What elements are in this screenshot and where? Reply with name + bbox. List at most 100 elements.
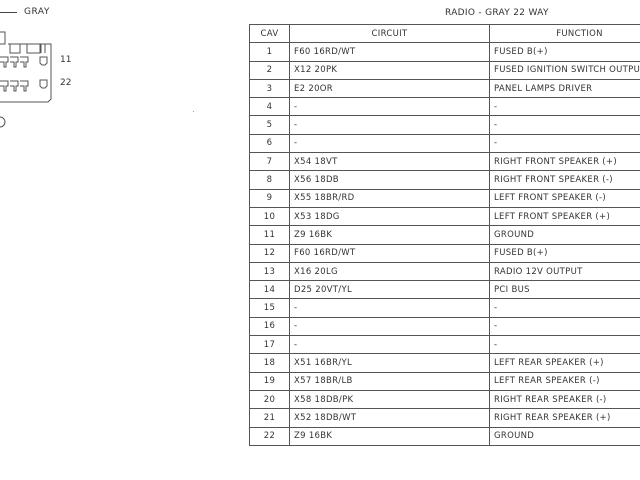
cell-cav: 9: [249, 188, 290, 208]
header-circuit: CIRCUIT: [289, 23, 490, 44]
table-row: 6--: [249, 133, 640, 154]
cell-function: FUSED B(+): [489, 42, 640, 62]
table-row: 10 X53 18DG LEFT FRONT SPEAKER (+): [249, 206, 640, 227]
table-row: 18 X51 16BR/YL LEFT REAR SPEAKER (+): [249, 353, 640, 373]
cell-circuit: X12 20PK: [289, 60, 490, 80]
cell-function: RIGHT REAR SPEAKER (-): [489, 389, 640, 410]
cell-circuit: F60 16RD/WT: [289, 42, 490, 62]
cell-circuit: X54 18VT: [289, 152, 490, 172]
cell-cav: 2: [249, 60, 290, 80]
cell-function: GROUND: [489, 225, 640, 245]
cell-function: GROUND: [489, 426, 640, 446]
cell-cav: 15: [249, 298, 290, 318]
table-row: 20 X58 18DB/PK RIGHT REAR SPEAKER (-): [249, 389, 640, 410]
cell-cav: 6: [249, 133, 290, 154]
cell-function: LEFT REAR SPEAKER (-): [489, 371, 640, 391]
cell-function: FUSED IGNITION SWITCH OUTPUT: [489, 60, 640, 80]
table-row: 12 F60 16RD/WT FUSED B(+): [249, 243, 640, 263]
cell-circuit: -: [289, 97, 490, 117]
cell-function: LEFT REAR SPEAKER (+): [489, 353, 640, 373]
table-row: 8 X56 18DB RIGHT FRONT SPEAKER (-): [249, 170, 640, 190]
table-row: 15- -: [249, 298, 640, 318]
cell-cav: 3: [249, 78, 290, 99]
cell-function: -: [489, 97, 640, 117]
table-row: 14 D25 20VT/YL PCI BUS: [249, 280, 640, 300]
table-row: 21 X52 18DB/WT RIGHT REAR SPEAKER (+): [249, 408, 640, 428]
cell-circuit: E2 20OR: [289, 78, 490, 99]
cell-function: -: [489, 115, 640, 135]
pin-label-11: 11: [60, 55, 72, 65]
header-cav: CAV: [249, 23, 290, 44]
connector-drawing: [0, 31, 52, 128]
cell-function: -: [489, 298, 640, 318]
table-row: 5--: [249, 115, 640, 135]
cell-cav: 20: [249, 389, 290, 410]
table-row: 13 X16 20LG RADIO 12V OUTPUT: [249, 261, 640, 282]
cell-circuit: X55 18BR/RD: [289, 188, 490, 208]
cell-circuit: Z9 16BK: [289, 225, 490, 245]
cell-function: RIGHT FRONT SPEAKER (+): [489, 152, 640, 172]
cell-circuit: -: [289, 133, 490, 154]
cell-cav: 10: [249, 206, 290, 227]
table-title: RADIO - GRAY 22 WAY: [445, 8, 549, 18]
cell-circuit: D25 20VT/YL: [289, 280, 490, 300]
cell-circuit: X58 18DB/PK: [289, 389, 490, 410]
cell-cav: 18: [249, 353, 290, 373]
cell-circuit: X56 18DB: [289, 170, 490, 190]
cell-circuit: X51 16BR/YL: [289, 353, 490, 373]
cell-circuit: X53 18DG: [289, 206, 490, 227]
cell-cav: 19: [249, 371, 290, 391]
cell-circuit: -: [289, 316, 490, 337]
cell-circuit: X52 18DB/WT: [289, 408, 490, 428]
cell-function: RADIO 12V OUTPUT: [489, 261, 640, 282]
cell-function: LEFT FRONT SPEAKER (-): [489, 188, 640, 208]
cell-function: RIGHT FRONT SPEAKER (-): [489, 170, 640, 190]
cell-function: PANEL LAMPS DRIVER: [489, 78, 640, 99]
table-row: 2 X12 20PK FUSED IGNITION SWITCH OUTPUT: [249, 60, 640, 80]
pinout-table: CAV CIRCUIT FUNCTION 1 F60 16RD/WT FUSED B…: [249, 23, 640, 446]
table-row: 11 Z9 16BK GROUND: [249, 225, 640, 245]
scan-speck: [193, 111, 194, 112]
cell-cav: 7: [249, 152, 290, 172]
header-function: FUNCTION: [489, 23, 640, 44]
cell-cav: 22: [249, 426, 290, 446]
connector-color-label: GRAY: [24, 7, 50, 17]
cell-circuit: -: [289, 298, 490, 318]
cell-circuit: -: [289, 115, 490, 135]
cell-function: FUSED B(+): [489, 243, 640, 263]
cell-function: LEFT FRONT SPEAKER (+): [489, 206, 640, 227]
cell-cav: 13: [249, 261, 290, 282]
cell-circuit: Z9 16BK: [289, 426, 490, 446]
cell-circuit: X16 20LG: [289, 261, 490, 282]
table-row: 19 X57 18BR/LB LEFT REAR SPEAKER (-): [249, 371, 640, 391]
cell-cav: 17: [249, 335, 290, 355]
pin-label-22: 22: [60, 78, 72, 88]
table-row: 17- -: [249, 335, 640, 355]
table-header-row: CAV CIRCUIT FUNCTION: [249, 23, 640, 44]
cell-cav: 21: [249, 408, 290, 428]
cell-function: -: [489, 335, 640, 355]
cell-circuit: F60 16RD/WT: [289, 243, 490, 263]
cell-cav: 8: [249, 170, 290, 190]
leader-line: [0, 12, 17, 13]
cell-cav: 16: [249, 316, 290, 337]
cell-cav: 11: [249, 225, 290, 245]
cell-function: -: [489, 133, 640, 154]
cell-cav: 1: [249, 42, 290, 62]
cell-circuit: -: [289, 335, 490, 355]
table-row: 3 E2 20OR PANEL LAMPS DRIVER: [249, 78, 640, 99]
table-row: 4--: [249, 97, 640, 117]
table-row: 7 X54 18VT RIGHT FRONT SPEAKER (+): [249, 152, 640, 172]
table-row: 22 Z9 16BK GROUND: [249, 426, 640, 446]
cell-cav: 5: [249, 115, 290, 135]
cell-function: -: [489, 316, 640, 337]
table-row: 9 X55 18BR/RD LEFT FRONT SPEAKER (-): [249, 188, 640, 208]
cell-circuit: X57 18BR/LB: [289, 371, 490, 391]
cell-cav: 4: [249, 97, 290, 117]
cell-cav: 14: [249, 280, 290, 300]
table-row: 16- -: [249, 316, 640, 337]
cell-cav: 12: [249, 243, 290, 263]
cell-function: RIGHT REAR SPEAKER (+): [489, 408, 640, 428]
table-row: 1 F60 16RD/WT FUSED B(+): [249, 42, 640, 62]
cell-function: PCI BUS: [489, 280, 640, 300]
